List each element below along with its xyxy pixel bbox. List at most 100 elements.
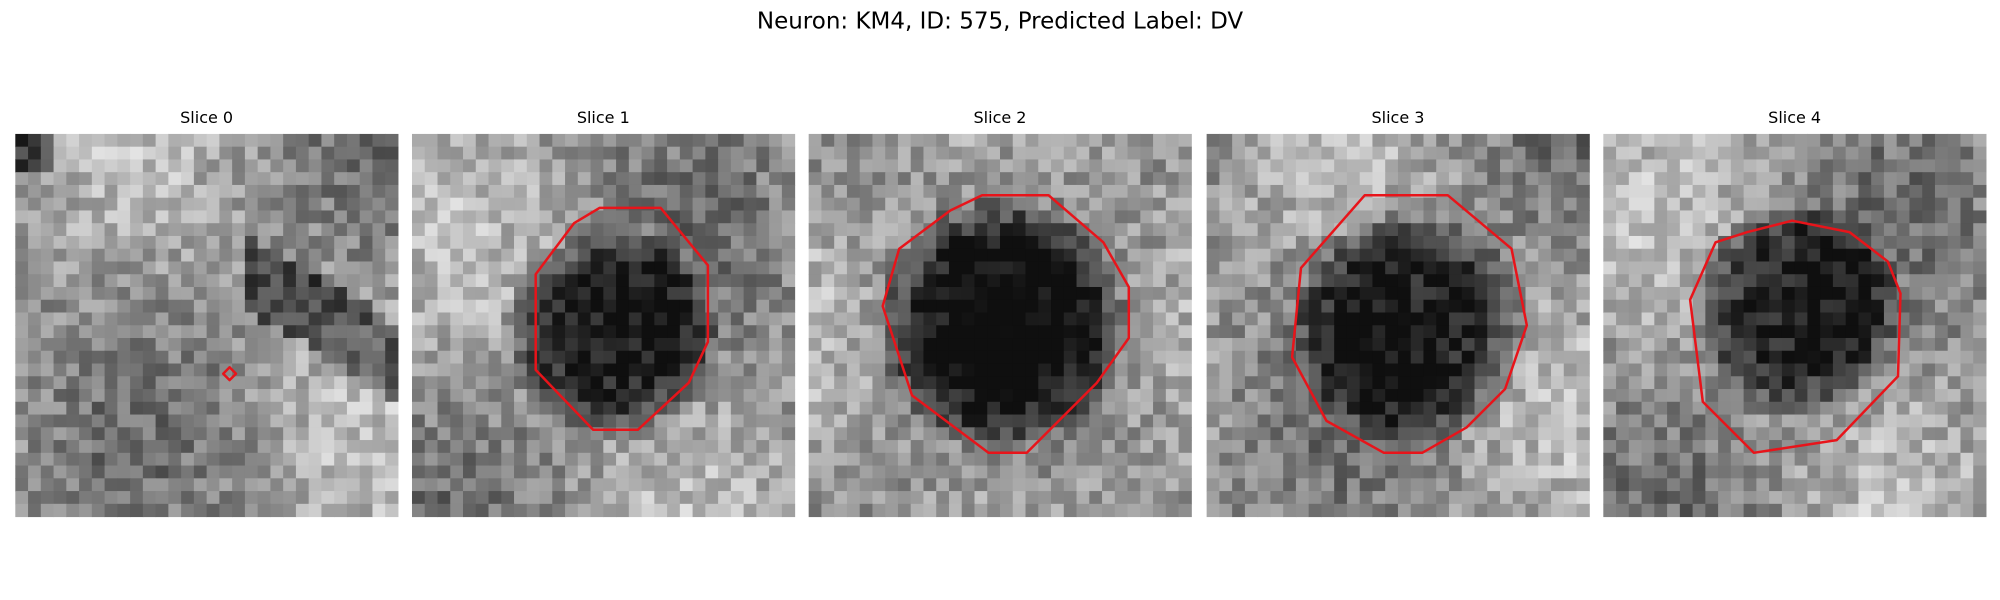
pixel <box>308 427 322 441</box>
pixel <box>974 133 988 148</box>
pixel <box>987 197 1001 211</box>
pixel <box>1140 478 1154 492</box>
pixel <box>1165 414 1180 428</box>
pixel <box>1334 133 1348 148</box>
pixel <box>488 235 502 250</box>
pixel <box>718 363 732 377</box>
pixel <box>437 414 451 428</box>
pixel <box>1500 286 1514 301</box>
pixel <box>1679 427 1694 441</box>
pixel <box>1232 389 1246 403</box>
pixel <box>679 312 694 326</box>
pixel <box>1295 248 1310 262</box>
pixel <box>1127 401 1141 416</box>
pixel <box>730 197 745 211</box>
pixel <box>526 235 541 250</box>
pixel <box>1947 286 1961 301</box>
pixel <box>1397 146 1412 160</box>
pixel <box>539 452 553 467</box>
pixel <box>1346 146 1361 160</box>
pixel <box>1654 491 1668 505</box>
pixel <box>91 299 106 313</box>
pixel <box>1679 172 1694 186</box>
pixel <box>270 376 284 390</box>
pixel <box>1743 248 1757 262</box>
pixel <box>28 172 42 186</box>
pixel <box>1756 299 1770 313</box>
pixel <box>450 491 464 505</box>
pixel <box>1628 440 1643 454</box>
pixel <box>667 338 681 352</box>
pixel <box>961 159 975 173</box>
pixel <box>1244 338 1259 352</box>
pixel <box>104 248 118 262</box>
pixel <box>1165 210 1180 224</box>
pixel <box>1063 159 1078 173</box>
pixel <box>1807 427 1821 441</box>
pixel <box>1000 133 1014 148</box>
pixel <box>1423 491 1437 505</box>
pixel <box>91 452 106 467</box>
pixel <box>1973 389 1987 403</box>
pixel <box>501 452 515 467</box>
pixel <box>1781 159 1796 173</box>
pixel <box>168 197 182 211</box>
pixel <box>66 414 80 428</box>
pixel <box>359 478 373 492</box>
pixel <box>1178 338 1192 352</box>
pixel <box>859 159 873 173</box>
pixel <box>936 465 950 479</box>
pixel <box>514 338 528 352</box>
pixel <box>1667 172 1681 186</box>
pixel <box>155 261 169 275</box>
pixel <box>1909 210 1923 224</box>
pixel <box>15 363 29 377</box>
pixel <box>1807 338 1821 352</box>
pixel <box>181 465 195 479</box>
pixel <box>1628 465 1643 479</box>
pixel <box>1076 491 1090 505</box>
pixel <box>1781 235 1796 250</box>
pixel <box>1283 312 1297 326</box>
pixel <box>692 286 706 301</box>
pixel <box>1769 197 1783 211</box>
pixel <box>1705 452 1719 467</box>
pixel <box>488 491 502 505</box>
pixel <box>743 299 757 313</box>
pixel <box>308 312 322 326</box>
pixel <box>834 184 848 199</box>
pixel <box>897 223 912 237</box>
pixel <box>1257 363 1271 377</box>
pixel <box>987 210 1001 224</box>
pixel <box>142 248 157 262</box>
pixel <box>1730 491 1745 505</box>
pixel <box>450 350 464 365</box>
pixel <box>463 401 477 416</box>
pixel <box>1321 133 1335 148</box>
pixel <box>1206 210 1220 224</box>
pixel <box>1346 452 1361 467</box>
pixel <box>1679 478 1694 492</box>
pixel <box>1756 491 1770 505</box>
pixel <box>463 235 477 250</box>
pixel <box>1140 286 1154 301</box>
pixel <box>1616 210 1630 224</box>
pixel <box>181 235 195 250</box>
pixel <box>1973 465 1987 479</box>
pixel <box>79 235 93 250</box>
pixel <box>1283 440 1297 454</box>
pixel <box>1474 478 1488 492</box>
pixel <box>1730 465 1745 479</box>
pixel <box>1947 401 1961 416</box>
pixel <box>1219 248 1233 262</box>
pixel <box>1781 389 1796 403</box>
pixel <box>1883 452 1898 467</box>
pixel <box>654 261 668 275</box>
pixel <box>1883 478 1898 492</box>
pixel <box>526 452 541 467</box>
pixel <box>488 452 502 467</box>
pixel <box>66 248 80 262</box>
pixel <box>1283 248 1297 262</box>
pixel <box>846 325 861 339</box>
pixel <box>155 338 169 352</box>
